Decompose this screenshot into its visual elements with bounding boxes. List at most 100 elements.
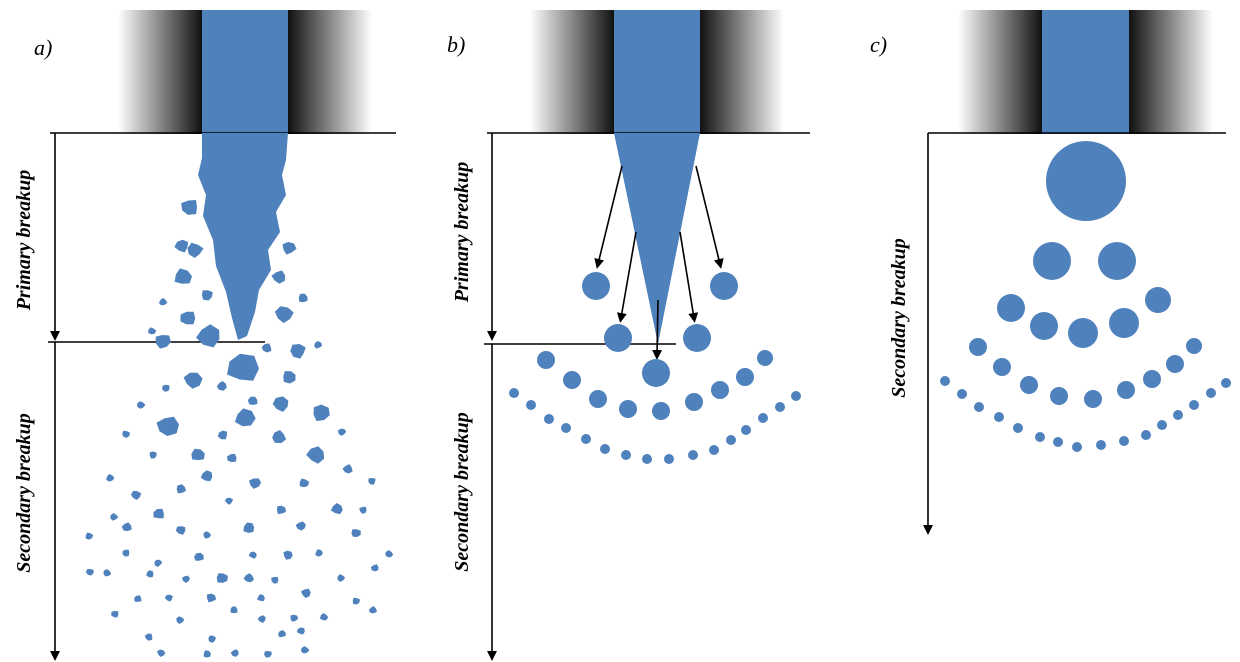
panel-a-droplet (230, 649, 239, 657)
panel-a-droplet (230, 606, 238, 614)
panel-a-droplet (134, 595, 142, 602)
panel-b-droplets (509, 272, 801, 464)
panel-a-droplet (298, 293, 308, 303)
panel-a-droplet (290, 344, 306, 359)
panel-c-droplet (974, 402, 984, 412)
panel-b-droplet (604, 324, 632, 352)
panel-b-droplet (561, 423, 571, 433)
panel-a-droplet (314, 341, 323, 349)
panel-a-droplet (272, 396, 289, 412)
panel-a-droplet (283, 550, 293, 560)
panel-b-droplet (741, 425, 751, 435)
panel-b-droplet (757, 350, 773, 366)
panel-c: c) Secondary breakup (870, 10, 1231, 535)
panel-c-droplet (1206, 388, 1216, 398)
panel-a-droplet (352, 597, 361, 605)
panel-a-droplet (85, 569, 94, 576)
panel-a-nozzle-wall-left (118, 10, 202, 134)
panel-c-droplet (1109, 308, 1139, 338)
panel-a-droplet (216, 381, 227, 391)
panel-a-droplet (271, 576, 279, 584)
panel-a-droplet (122, 430, 130, 438)
panel-a-droplet (130, 490, 142, 500)
panel-a-droplet (234, 408, 256, 427)
panel-a-droplet (243, 522, 255, 533)
panel-b-droplet (582, 272, 610, 300)
panel-a-droplet (208, 635, 217, 643)
panel-b-droplet (688, 450, 698, 460)
panel-a-droplet (338, 428, 347, 436)
panel-b-droplet (600, 444, 610, 454)
panel-c-droplet (1046, 141, 1126, 221)
panel-b-liquid-cone (614, 133, 700, 344)
panel-a-droplet (121, 522, 132, 532)
panel-b-droplet (642, 454, 652, 464)
panel-a-droplet (282, 242, 297, 255)
panel-b-droplet (563, 371, 581, 389)
panel-a-droplet (224, 497, 234, 505)
panel-a-droplet (290, 614, 298, 622)
panel-c-droplet (1119, 436, 1129, 446)
panel-a-droplet (368, 606, 378, 614)
panel-a-droplet (368, 478, 376, 485)
panel-a-droplet (137, 401, 146, 409)
panel-a-droplet (385, 550, 394, 558)
panel-a-droplet (295, 521, 306, 531)
panel-a-droplet (203, 650, 211, 658)
panel-a-droplet (196, 324, 220, 348)
panel-a-droplet (187, 242, 204, 258)
panel-a-droplet (257, 615, 266, 623)
panel-a-droplet (247, 396, 258, 405)
panel-c-droplet (997, 294, 1025, 322)
panel-c-droplet (1084, 390, 1102, 408)
panel-a-droplet (274, 306, 294, 324)
panel-a-primary-breakup-label: Primary breakup (13, 170, 35, 312)
panel-a-droplet (122, 549, 130, 557)
panel-a-droplet (85, 532, 94, 540)
panel-c-droplet (1096, 440, 1106, 450)
panel-a-droplet (203, 531, 212, 539)
panel-a-droplet (260, 220, 276, 234)
panel-b-arrow-4 (679, 231, 699, 323)
panel-a-secondary-breakup-label: Secondary breakup (13, 413, 35, 572)
panel-b-nozzle-wall-left (530, 10, 614, 134)
panel-c-droplet (1072, 442, 1082, 452)
panel-a-droplet (174, 239, 189, 253)
panel-a-droplet (111, 611, 119, 618)
panel-a-droplet (277, 505, 286, 514)
panel-c-droplet (940, 376, 950, 386)
panel-c-droplet (1143, 370, 1161, 388)
panel-c-nozzle-wall-left (958, 10, 1042, 134)
panel-a-droplet (315, 549, 323, 557)
panel-a-droplet (272, 430, 287, 444)
panel-c-droplet (1186, 338, 1202, 354)
panel-c-droplet (1141, 430, 1151, 440)
panel-a-droplet (176, 484, 187, 494)
panel-c-nozzle-bore (1042, 10, 1129, 134)
panel-a-nozzle (118, 10, 372, 134)
panel-a-droplet (103, 569, 112, 577)
panel-a-droplet (243, 573, 254, 583)
panel-a-droplet (216, 573, 228, 583)
panel-b-droplet (621, 450, 631, 460)
panel-a-droplet (106, 474, 115, 482)
panel-c-nozzle (958, 10, 1213, 134)
panel-c-droplet (993, 358, 1011, 376)
panel-c-droplets (940, 141, 1231, 452)
panel-a-droplet (158, 298, 168, 306)
panel-a-droplet (181, 200, 197, 215)
panel-b-droplet (710, 272, 738, 300)
panel-a-droplet (283, 371, 296, 384)
panel-a-droplet (156, 416, 179, 436)
panel-b-droplet (589, 390, 607, 408)
panel-b-arrow-1 (594, 165, 623, 269)
panel-b-nozzle-wall-right (700, 10, 784, 134)
panel-a-droplet (149, 451, 157, 459)
panel-c-secondary-breakup-label: Secondary breakup (888, 238, 910, 397)
panel-a-label: a) (34, 35, 52, 60)
panel-a-droplet (146, 570, 154, 578)
panel-c-droplet (994, 412, 1004, 422)
panel-a-droplet (182, 575, 191, 583)
panel-c-droplet (1189, 400, 1199, 410)
